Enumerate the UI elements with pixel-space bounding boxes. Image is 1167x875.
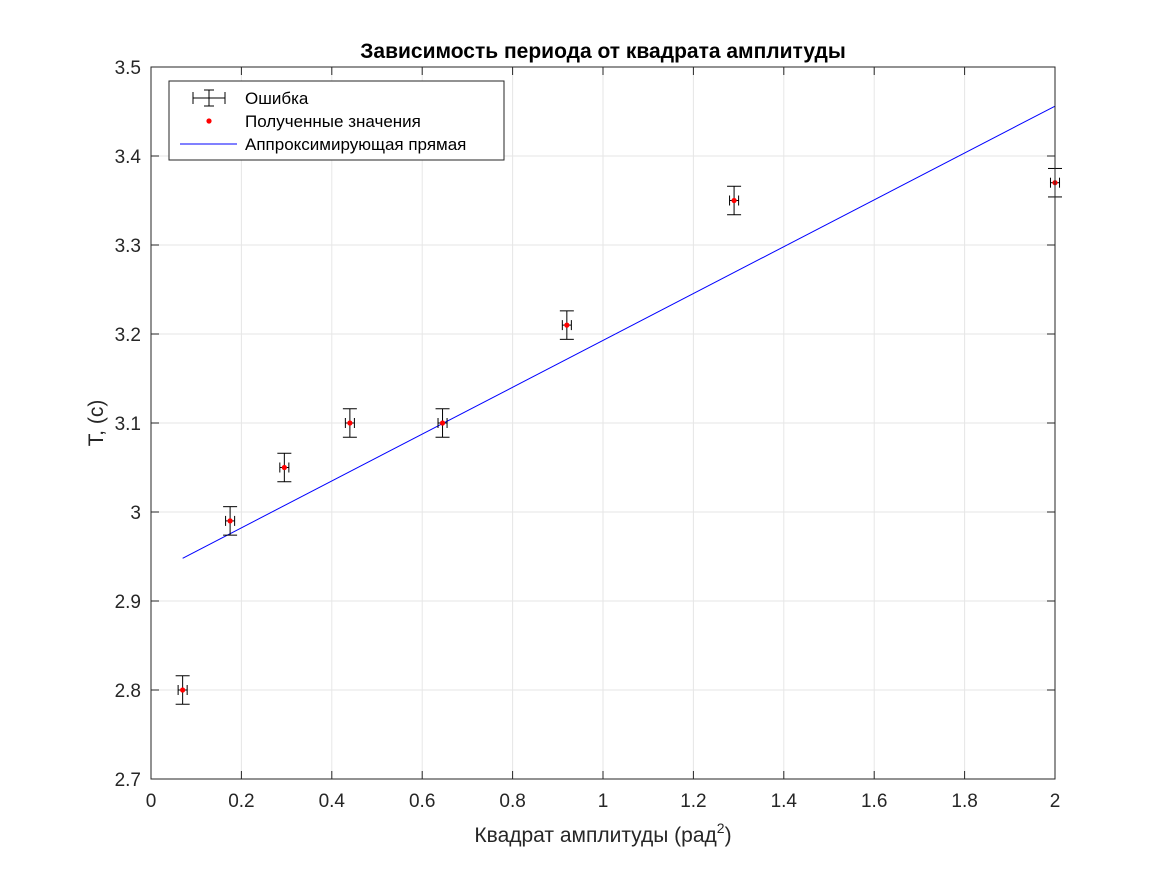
y-tick-label: 3.1 [115, 414, 141, 435]
y-tick-label: 2.9 [115, 592, 141, 613]
y-tick-label: 3.3 [115, 236, 141, 257]
x-tick-label: 1.8 [951, 791, 977, 812]
y-axis-label: T, (c) [85, 400, 108, 447]
data-point [731, 197, 737, 204]
legend-label-points: Полученные значения [245, 112, 421, 131]
x-axis-ticks: 0 0.2 0.4 0.6 0.8 1 1.2 1.4 1.6 1.8 2 [146, 67, 1061, 812]
y-axis-ticks: 2.7 2.8 2.9 3 3.1 3.2 3.3 3.4 3.5 [115, 58, 1055, 791]
chart-title: Зависимость периода от квадрата амплитуд… [360, 40, 846, 63]
data-point [564, 322, 570, 328]
y-tick-label: 2.8 [115, 681, 141, 702]
data-point [227, 518, 233, 524]
y-tick-label: 3.4 [115, 147, 142, 168]
legend-label-errorbar: Ошибка [245, 89, 309, 108]
x-tick-label: 1.6 [861, 791, 887, 812]
x-tick-label: 0.4 [319, 791, 346, 812]
x-axis-label-main: Квадрат амплитуды (рад [474, 824, 716, 847]
y-tick-label: 2.7 [115, 770, 141, 791]
data-point [347, 420, 353, 426]
data-point [439, 420, 446, 426]
legend-entry-points: Полученные значения [206, 112, 421, 131]
fit-line-series [182, 105, 1056, 559]
x-tick-label: 0.6 [409, 791, 435, 812]
data-point [281, 464, 287, 471]
x-tick-label: 0.2 [228, 791, 254, 812]
x-tick-label: 0 [146, 791, 157, 812]
y-tick-label: 3.2 [115, 325, 141, 346]
x-tick-label: 2 [1050, 791, 1061, 812]
x-tick-label: 0.8 [499, 791, 525, 812]
x-axis-label: Квадрат амплитуды (рад2) [474, 820, 731, 847]
x-tick-label: 1.2 [680, 791, 706, 812]
points-series [180, 180, 1058, 693]
legend-point-marker [206, 118, 212, 124]
legend-label-line: Аппроксимирующая прямая [245, 135, 466, 154]
legend-entry-line: Аппроксимирующая прямая [180, 135, 466, 154]
x-tick-label: 1 [598, 791, 609, 812]
y-tick-label: 3 [130, 503, 141, 524]
data-point [180, 687, 186, 693]
x-axis-label-superscript: 2 [717, 820, 725, 836]
x-tick-label: 1.4 [771, 791, 798, 812]
grid-lines [151, 67, 1055, 779]
fit-line [182, 105, 1056, 559]
legend: Ошибка Полученные значения Аппроксимирую… [168, 80, 505, 161]
legend-entry-errorbar: Ошибка [192, 89, 309, 108]
x-axis-label-suffix: ) [725, 824, 732, 847]
y-tick-label: 3.5 [115, 58, 141, 79]
